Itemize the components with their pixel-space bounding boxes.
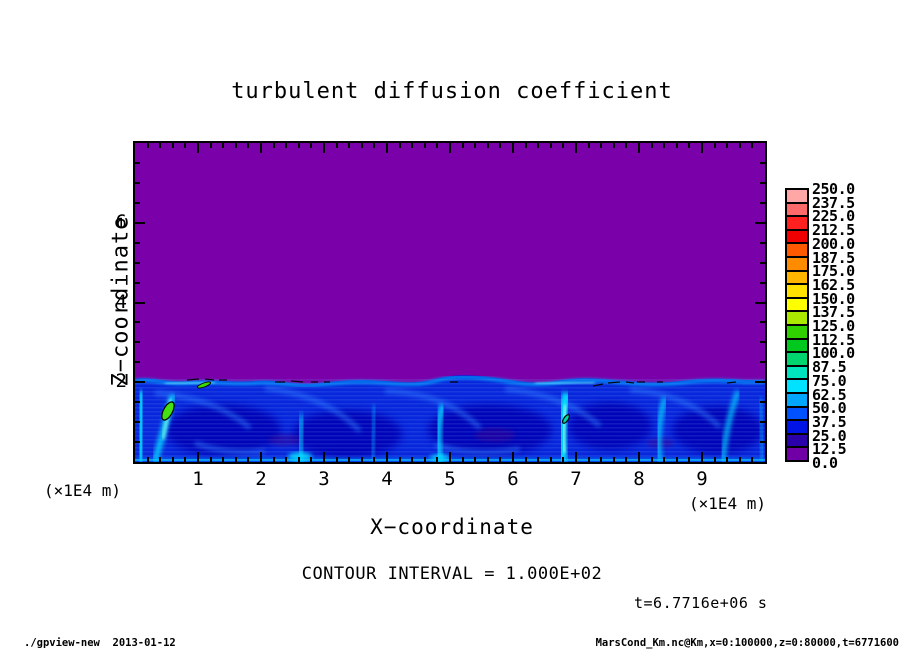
x-axis-tick-label: 3 <box>318 468 330 490</box>
colorbar-tick-label: 75.0 <box>812 371 847 390</box>
colorbar-tick-label: 125.0 <box>812 317 855 335</box>
colorbar-cell <box>787 257 807 272</box>
x-axis-tick-label: 8 <box>633 468 645 490</box>
colorbar-tick-label: 225.0 <box>812 207 855 226</box>
z-axis-unit-label: (×1E4 m) <box>44 481 122 500</box>
footer-command-date: ./gpview-new 2013-01-12 <box>24 637 176 649</box>
colorbar-cell <box>787 271 807 286</box>
colorbar-tick-label: 175.0 <box>812 262 855 281</box>
colorbar <box>785 188 809 462</box>
colorbar-tick-label: 25.0 <box>812 426 847 445</box>
colorbar-cell <box>787 312 807 326</box>
colorbar-tick-label: 187.5 <box>812 248 855 267</box>
colorbar-cell <box>787 190 807 204</box>
interface-contour-dashes <box>186 378 737 387</box>
x-axis-tick-label: 5 <box>444 468 456 490</box>
closed-contours <box>161 381 570 424</box>
x-axis-unit-label: (×1E4 m) <box>689 494 767 513</box>
z-axis-tick-label: 4 <box>115 290 127 313</box>
x-axis-tick-label: 2 <box>255 468 267 490</box>
colorbar-cell <box>787 366 807 381</box>
colorbar-cell <box>787 244 807 258</box>
colorbar-tick-label: 0.0 <box>812 454 838 472</box>
colorbar-cell <box>787 434 807 449</box>
x-axis-tick-label: 1 <box>192 468 204 490</box>
colorbar-tick-label: 200.0 <box>812 234 855 253</box>
colorbar-tick-label: 212.5 <box>812 221 855 240</box>
z-axis-tick-label: 2 <box>115 370 127 393</box>
colorbar-tick-label: 87.5 <box>812 358 847 377</box>
colorbar-cell <box>787 380 807 394</box>
colorbar-tick-label: 162.5 <box>812 275 855 294</box>
plot-area <box>135 143 765 462</box>
plot-frame <box>133 141 767 464</box>
x-axis-tick-label: 9 <box>696 468 708 490</box>
colorbar-tick-label: 37.5 <box>812 412 847 431</box>
x-axis-tick-label: 6 <box>507 468 519 490</box>
colorbar-tick-label: 137.5 <box>812 303 855 322</box>
x-axis-title: X−coordinate <box>370 515 534 539</box>
colorbar-cell <box>787 339 807 354</box>
z-axis-tick-label: 6 <box>115 210 127 233</box>
contour-field-canvas <box>135 143 765 462</box>
colorbar-tick-label: 237.5 <box>812 193 855 212</box>
colorbar-cell <box>787 353 807 367</box>
footer-dataset-info: MarsCond_Km.nc@Km,x=0:100000,z=0:80000,t… <box>595 637 899 649</box>
colorbar-cell <box>787 217 807 231</box>
colorbar-cell <box>787 325 807 340</box>
x-axis-tick-label: 7 <box>570 468 582 490</box>
contour-interval-label: CONTOUR INTERVAL = 1.000E+02 <box>301 564 603 584</box>
colorbar-tick-label: 250.0 <box>812 180 855 198</box>
chart-title: turbulent diffusion coefficient <box>231 79 673 104</box>
colorbar-tick-label: 12.5 <box>812 440 847 459</box>
colorbar-cell <box>787 203 807 218</box>
colorbar-cell <box>787 230 807 245</box>
colorbar-cell <box>787 298 807 313</box>
colorbar-tick-label: 62.5 <box>812 385 847 404</box>
colorbar-tick-label: 112.5 <box>812 330 855 349</box>
colorbar-cell <box>787 393 807 408</box>
colorbar-tick-label: 150.0 <box>812 289 855 308</box>
x-axis-tick-label: 4 <box>381 468 393 490</box>
colorbar-cell <box>787 285 807 299</box>
colorbar-tick-label: 50.0 <box>812 399 847 418</box>
colorbar-cell <box>787 407 807 422</box>
time-label: t=6.7716e+06 s <box>634 594 768 612</box>
colorbar-cell <box>787 448 807 460</box>
colorbar-cell <box>787 421 807 435</box>
colorbar-tick-label: 100.0 <box>812 344 855 363</box>
